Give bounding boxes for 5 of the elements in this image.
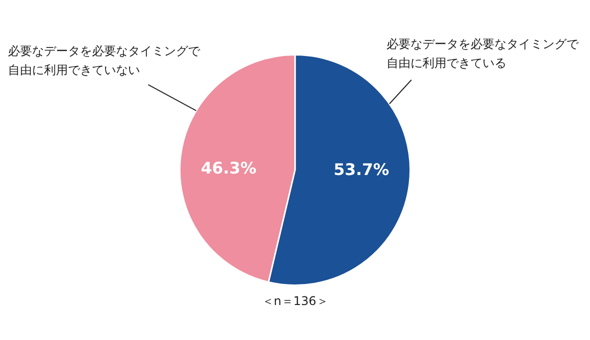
data-label: 46.3% bbox=[200, 158, 256, 178]
text: ＜n＝136＞ bbox=[262, 294, 328, 308]
slice-label: 必要なデータを必要なタイミングで自由に利用できている bbox=[386, 37, 580, 70]
data-label: 53.7% bbox=[334, 160, 390, 179]
slice-label: 必要なデータを必要なタイミングで自由に利用できていない bbox=[8, 44, 201, 77]
